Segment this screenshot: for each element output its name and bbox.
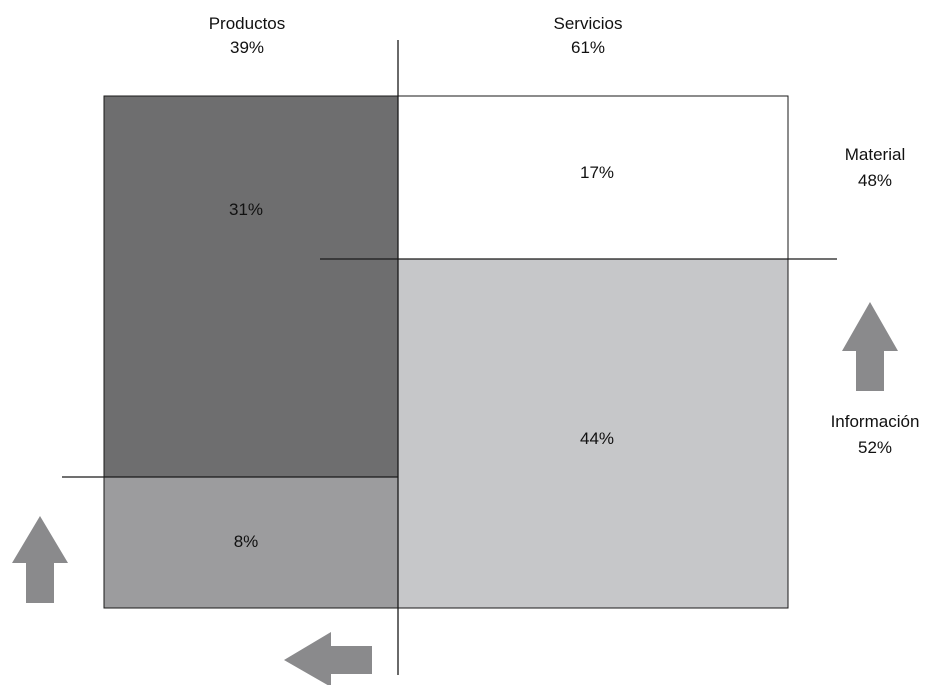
cell-productos-bottom — [103, 476, 399, 609]
column-header-productos: Productos — [209, 14, 286, 33]
column-share-servicios: 61% — [571, 38, 605, 57]
row-label-material: Material — [845, 145, 905, 164]
cell-productos-top — [103, 95, 399, 478]
arrow-up-icon — [12, 516, 68, 603]
row-label-informacion: Información — [831, 412, 920, 431]
row-share-material: 48% — [858, 171, 892, 190]
arrow-left-icon — [284, 632, 372, 685]
column-header-servicios: Servicios — [554, 14, 623, 33]
segment-label-31: 31% — [229, 200, 263, 219]
column-share-productos: 39% — [230, 38, 264, 57]
arrow-up-icon — [842, 302, 898, 391]
segment-label-8: 8% — [234, 532, 259, 551]
segment-label-44: 44% — [580, 429, 614, 448]
cell-servicios-top — [397, 95, 789, 260]
row-share-informacion: 52% — [858, 438, 892, 457]
segment-label-17: 17% — [580, 163, 614, 182]
